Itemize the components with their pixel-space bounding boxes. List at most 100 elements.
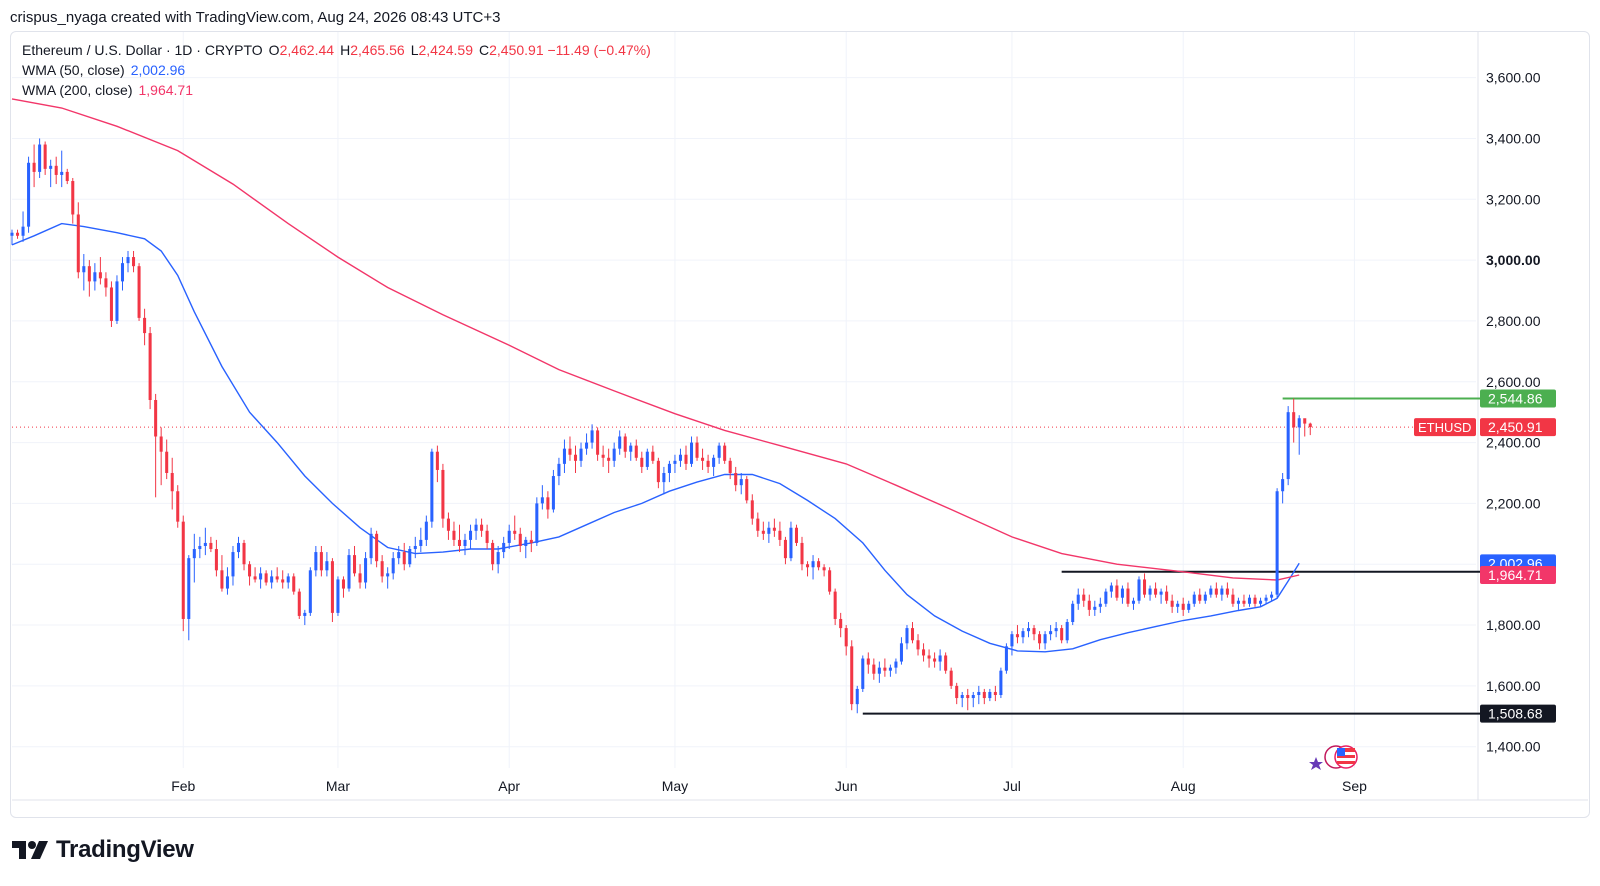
candle[interactable] (678, 448, 682, 467)
candle[interactable] (999, 667, 1003, 699)
candle[interactable] (220, 555, 224, 592)
candle[interactable] (966, 688, 970, 711)
candle[interactable] (1087, 594, 1091, 616)
candle[interactable] (154, 393, 158, 498)
candle[interactable] (806, 561, 810, 577)
tradingview-brand[interactable]: TradingView (12, 836, 194, 864)
candle[interactable] (562, 439, 566, 473)
candle[interactable] (1109, 582, 1113, 598)
candle[interactable] (1004, 643, 1008, 674)
candle[interactable] (353, 545, 357, 577)
candle[interactable] (1032, 625, 1036, 641)
candle[interactable] (10, 229, 14, 245)
candle[interactable] (894, 658, 898, 674)
candle[interactable] (712, 454, 716, 477)
candle[interactable] (325, 552, 329, 577)
candle[interactable] (656, 457, 660, 489)
candle[interactable] (756, 512, 760, 537)
candle[interactable] (866, 652, 870, 674)
candle[interactable] (1060, 625, 1064, 644)
candle[interactable] (767, 521, 771, 543)
candle[interactable] (132, 250, 136, 273)
candle[interactable] (938, 649, 942, 671)
candle[interactable] (1015, 625, 1019, 644)
candle[interactable] (457, 524, 462, 553)
candle[interactable] (706, 454, 710, 473)
candle[interactable] (1192, 591, 1196, 607)
candle[interactable] (82, 254, 86, 291)
candle[interactable] (1159, 588, 1163, 604)
candle[interactable] (369, 527, 373, 565)
candle[interactable] (811, 555, 815, 580)
wma200-row[interactable]: WMA (200, close) 1,964.71 (22, 80, 651, 100)
candle[interactable] (1236, 597, 1240, 610)
candle[interactable] (187, 555, 191, 641)
candle[interactable] (1021, 628, 1025, 644)
candle[interactable] (364, 552, 368, 589)
candle[interactable] (1253, 594, 1257, 607)
candle[interactable] (87, 260, 91, 297)
candle[interactable] (198, 536, 202, 559)
candle[interactable] (529, 530, 533, 553)
candle[interactable] (1137, 576, 1141, 604)
candle[interactable] (375, 530, 379, 568)
candle[interactable] (861, 655, 865, 692)
candle[interactable] (424, 515, 428, 546)
candle[interactable] (789, 521, 793, 562)
candle[interactable] (308, 567, 312, 616)
candle[interactable] (1297, 415, 1301, 455)
candle[interactable] (402, 542, 406, 571)
candle[interactable] (1126, 582, 1130, 607)
candle[interactable] (1181, 597, 1185, 616)
candle[interactable] (49, 159, 53, 188)
candle[interactable] (303, 609, 307, 626)
symbol-row[interactable]: Ethereum / U.S. Dollar · 1D · CRYPTO O2,4… (22, 40, 651, 60)
candle[interactable] (60, 150, 64, 188)
candle[interactable] (314, 545, 318, 577)
candle[interactable] (1148, 585, 1152, 601)
candle[interactable] (745, 476, 749, 504)
candle[interactable] (336, 576, 340, 616)
candle[interactable] (264, 570, 268, 586)
candle[interactable] (645, 448, 649, 470)
candle[interactable] (413, 536, 417, 559)
candle[interactable] (728, 457, 732, 480)
candle[interactable] (275, 567, 279, 583)
candle[interactable] (568, 436, 572, 461)
candle[interactable] (27, 156, 31, 233)
events-flag-icon[interactable] (1309, 745, 1358, 770)
candle[interactable] (717, 442, 721, 464)
candle[interactable] (1104, 588, 1108, 607)
candle[interactable] (143, 308, 147, 346)
candle[interactable] (1065, 618, 1069, 644)
candle[interactable] (98, 257, 102, 285)
candle[interactable] (176, 485, 180, 528)
candle[interactable] (1098, 597, 1102, 613)
candle[interactable] (214, 539, 218, 577)
candle[interactable] (662, 466, 666, 495)
candle[interactable] (1043, 631, 1047, 650)
candle[interactable] (982, 688, 986, 705)
candle[interactable] (993, 685, 997, 702)
candle[interactable] (496, 545, 500, 574)
candle[interactable] (1038, 631, 1042, 650)
candle[interactable] (93, 263, 97, 291)
candle[interactable] (833, 588, 837, 626)
candle[interactable] (618, 430, 622, 455)
candle[interactable] (1286, 406, 1290, 486)
candle[interactable] (1049, 625, 1053, 641)
candle[interactable] (1214, 582, 1218, 598)
wma50-row[interactable]: WMA (50, close) 2,002.96 (22, 60, 651, 80)
candle[interactable] (1187, 600, 1191, 613)
candle[interactable] (540, 485, 544, 510)
candle[interactable] (922, 643, 926, 662)
candle[interactable] (248, 561, 252, 586)
candle[interactable] (634, 439, 638, 461)
candle[interactable] (452, 521, 456, 546)
candle[interactable] (667, 460, 671, 483)
candle[interactable] (463, 533, 467, 556)
candle[interactable] (772, 518, 776, 537)
candle[interactable] (944, 652, 948, 674)
candle[interactable] (855, 685, 859, 714)
candle[interactable] (1165, 585, 1169, 604)
